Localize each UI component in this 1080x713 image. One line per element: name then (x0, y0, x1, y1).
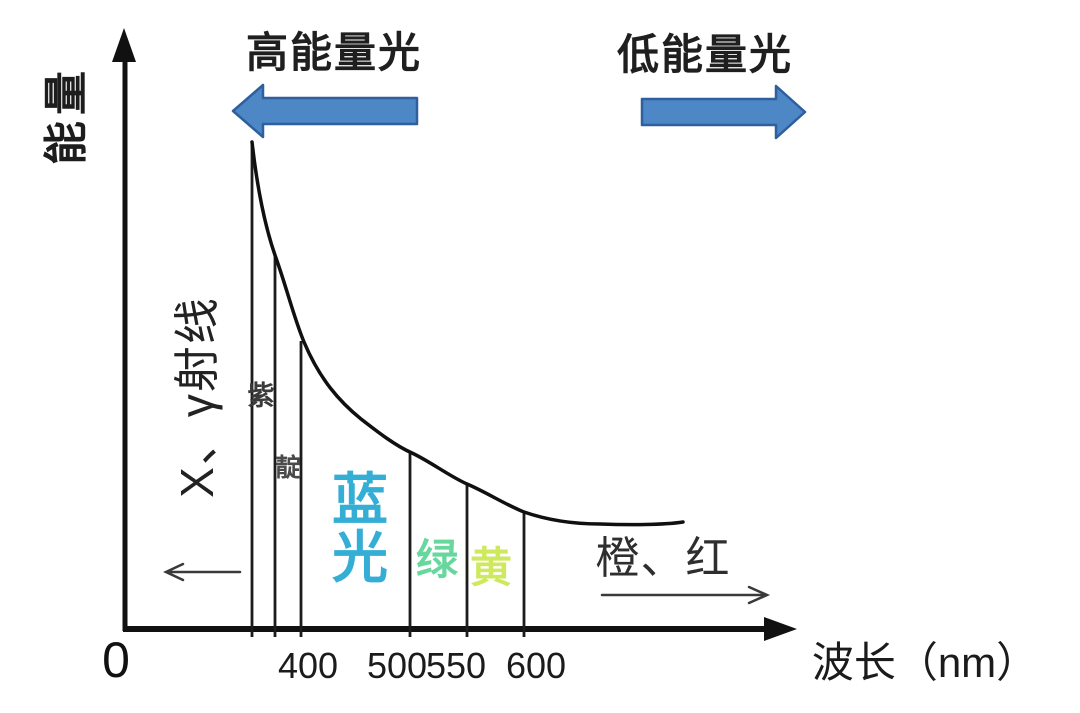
origin-label: 0 (102, 632, 130, 688)
energy-curve (250, 140, 685, 527)
region-label-indigo: 靛 (275, 453, 301, 482)
x-tick-600: 600 (505, 645, 567, 686)
x-axis-arrowhead-icon (764, 617, 797, 641)
region-label-blue: 蓝光 (332, 467, 388, 589)
y-axis-arrowhead-icon (112, 28, 136, 62)
region-label-orange-red: 橙、红 (595, 534, 731, 583)
region-label-yellow: 黄 (469, 544, 512, 591)
region-label-green: 绿 (415, 536, 458, 583)
x-tick-400: 400 (277, 645, 339, 686)
region-label-xgamma: X、γ射线 (171, 296, 223, 498)
low-energy-title: 低能量光 (616, 31, 793, 78)
y-axis-label: 能量 (42, 65, 91, 165)
region-label-violet: 紫 (247, 380, 275, 411)
orange-red-thin-right-arrow-icon (600, 585, 771, 605)
x-tick-500: 500 (366, 645, 428, 686)
high-energy-title: 高能量光 (245, 29, 422, 76)
high-energy-left-arrow-icon (231, 83, 419, 139)
low-energy-right-arrow-icon (640, 84, 807, 140)
xgamma-thin-left-arrow-icon (163, 562, 242, 582)
x-axis-label: 波长（nm） (811, 639, 1039, 686)
x-tick-550: 550 (425, 645, 487, 686)
